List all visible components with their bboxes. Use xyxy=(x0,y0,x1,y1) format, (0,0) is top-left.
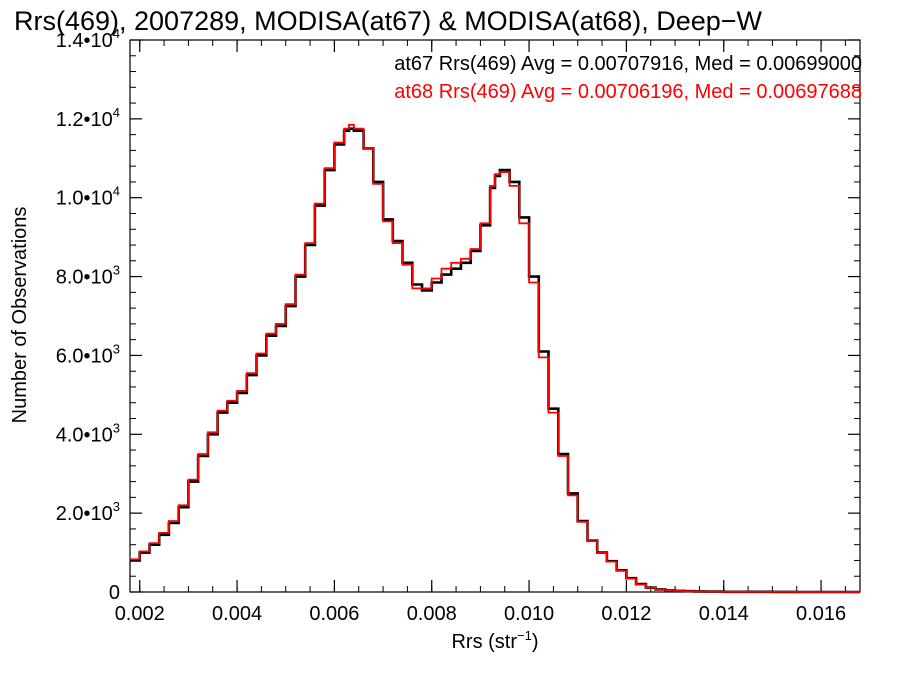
y-tick-exponent: 3 xyxy=(113,341,120,356)
y-tick-mantissa: 0 xyxy=(109,582,120,604)
y-axis-label: Number of Observations xyxy=(9,207,31,424)
y-tick-exponent: 4 xyxy=(113,105,120,120)
x-tick-label: 0.002 xyxy=(115,603,165,625)
y-tick-label: 2.0•103 xyxy=(56,499,120,525)
x-tick-label: 0.010 xyxy=(504,603,554,625)
series-group xyxy=(130,123,860,594)
legend-annotation-at67: at67 Rrs(469) Avg = 0.00707916, Med = 0.… xyxy=(394,53,862,75)
x-tick-label: 0.008 xyxy=(407,603,457,625)
y-tick-mantissa: 1.4•10 xyxy=(56,30,113,52)
x-axis-label-close: ) xyxy=(532,631,539,653)
legend-annotation-at68: at68 Rrs(469) Avg = 0.00706196, Med = 0.… xyxy=(394,81,862,103)
y-tick-mantissa: 2.0•10 xyxy=(56,503,113,525)
x-tick-label: 0.014 xyxy=(699,603,749,625)
x-tick-label: 0.006 xyxy=(309,603,359,625)
x-tick-label: 0.016 xyxy=(796,603,846,625)
y-tick-label: 1.2•104 xyxy=(56,105,120,131)
x-axis-label-sup: −1 xyxy=(517,628,532,643)
y-tick-label: 1.4•104 xyxy=(56,26,120,52)
y-tick-mantissa: 8.0•10 xyxy=(56,267,113,289)
y-tick-exponent: 3 xyxy=(113,263,120,278)
y-tick-label: 8.0•103 xyxy=(56,263,120,289)
y-tick-label: 6.0•103 xyxy=(56,341,120,367)
y-axis: 02.0•1034.0•1036.0•1038.0•1031.0•1041.2•… xyxy=(56,26,860,604)
series-line-at68 xyxy=(130,123,860,593)
y-tick-label: 4.0•103 xyxy=(56,420,120,446)
y-tick-mantissa: 6.0•10 xyxy=(56,345,113,367)
y-tick-label: 1.0•104 xyxy=(56,184,120,210)
y-tick-exponent: 3 xyxy=(113,420,120,435)
y-tick-mantissa: 4.0•10 xyxy=(56,424,113,446)
x-axis-label-main: Rrs (str xyxy=(451,631,517,653)
y-tick-label: 0 xyxy=(109,582,120,604)
series-line-at67 xyxy=(130,127,860,594)
y-tick-mantissa: 1.2•10 xyxy=(56,109,113,131)
y-tick-exponent: 4 xyxy=(113,26,120,41)
y-tick-exponent: 3 xyxy=(113,499,120,514)
x-tick-label: 0.012 xyxy=(601,603,651,625)
x-tick-label: 0.004 xyxy=(212,603,262,625)
chart-title: Rrs(469), 2007289, MODISA(at67) & MODISA… xyxy=(14,6,763,36)
plot-frame xyxy=(129,39,861,593)
y-tick-mantissa: 1.0•10 xyxy=(56,188,113,210)
y-tick-exponent: 4 xyxy=(113,184,120,199)
x-axis: 0.002 0.004 0.006 0.008 0.010 0.012 0.014 0.016 xyxy=(115,40,846,625)
x-axis-label: Rrs (str−1) xyxy=(451,628,538,653)
